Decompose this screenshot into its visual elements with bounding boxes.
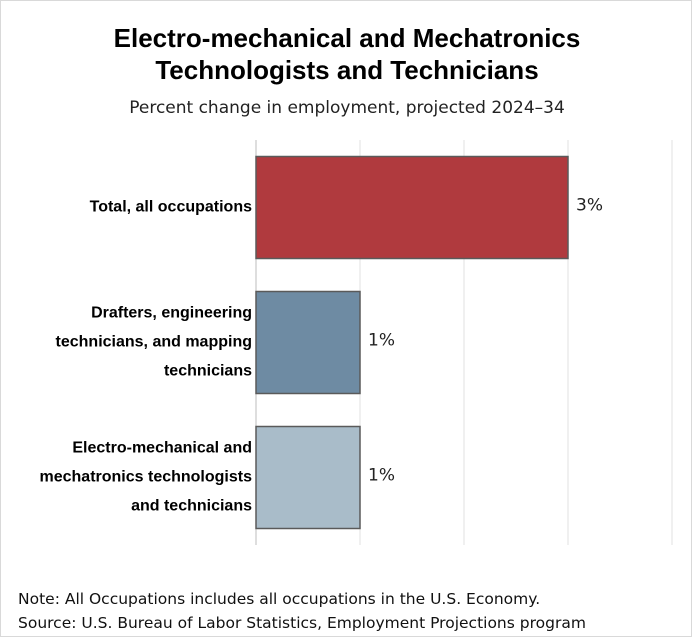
chart-title-line2: Technologists and Technicians — [155, 55, 539, 85]
data-label: 1% — [368, 466, 395, 486]
chart-title-line1: Electro-mechanical and Mechatronics — [113, 23, 581, 53]
category-label: Total, all occupations — [90, 199, 252, 216]
data-label: 1% — [368, 331, 395, 351]
bar — [255, 155, 569, 260]
category-label: and technicians — [131, 498, 252, 515]
chart-subtitle: Percent change in employment, projected … — [129, 98, 565, 118]
chart-source: Source: U.S. Bureau of Labor Statistics,… — [18, 614, 586, 632]
category-label: technicians, and mapping — [56, 334, 252, 351]
category-label: Electro-mechanical and — [72, 440, 252, 457]
category-label: technicians — [164, 363, 252, 380]
category-label: mechatronics technologists — [40, 469, 253, 486]
chart-note: Note: All Occupations includes all occup… — [18, 590, 541, 608]
data-label: 3% — [576, 196, 603, 216]
bar — [255, 425, 361, 530]
category-label: Drafters, engineering — [91, 305, 252, 322]
bar — [255, 290, 361, 395]
chart-title: Electro-mechanical and Mechatronics Tech… — [0, 22, 694, 86]
